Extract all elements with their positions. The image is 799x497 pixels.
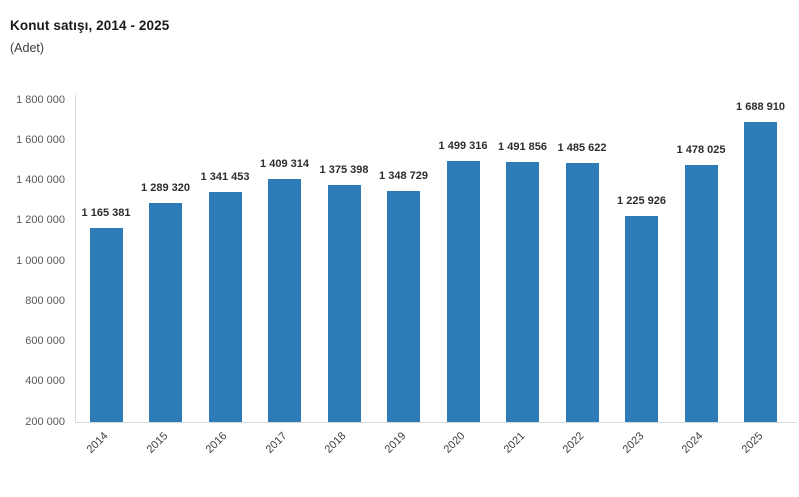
y-axis-tick-label: 400 000	[25, 375, 65, 388]
bar-2020[interactable]	[446, 160, 480, 422]
y-axis-tick-label: 800 000	[25, 294, 65, 307]
bar-2019[interactable]	[387, 190, 420, 422]
y-axis-tick-label: 1 800 000	[16, 93, 65, 106]
x-axis-tick-label: 2018	[322, 430, 349, 456]
bar-value-label: 1 485 622	[557, 142, 607, 155]
y-axis-tick-label: 200 000	[25, 415, 65, 428]
x-axis-tick-label: 2022	[560, 430, 587, 456]
chart-subtitle: (Adet)	[10, 41, 45, 55]
x-axis-tick-label: 2016	[203, 430, 230, 456]
x-axis-tick-label: 2025	[739, 430, 765, 456]
bar-2023[interactable]	[625, 215, 658, 422]
x-axis-tick-label: 2023	[620, 430, 646, 456]
x-axis-line	[75, 422, 797, 423]
y-axis-tick-label: 600 000	[25, 335, 65, 347]
bar-value-label: 1 341 453	[200, 171, 250, 184]
bar-value-label: 1 688 910	[736, 101, 785, 114]
x-axis-tick-label: 2017	[263, 430, 289, 456]
y-axis-tick-label: 1 600 000	[16, 133, 65, 146]
y-axis-tick-label: 1 400 000	[16, 174, 65, 186]
y-axis-line	[75, 95, 76, 422]
y-axis-tick-label: 1 200 000	[16, 214, 65, 227]
x-axis-tick-label: 2020	[441, 430, 468, 456]
bar-value-label: 1 165 381	[81, 206, 131, 219]
chart-title: Konut satışı, 2014 - 2025	[10, 18, 170, 33]
bar-value-label: 1 348 729	[379, 169, 428, 182]
bar-2018[interactable]	[327, 185, 361, 422]
bar-2015[interactable]	[149, 202, 182, 422]
bar-2025[interactable]	[744, 122, 777, 422]
bar-2014[interactable]	[89, 227, 123, 422]
bar-2022[interactable]	[565, 163, 599, 422]
x-axis-tick-label: 2014	[84, 430, 111, 456]
x-axis-tick-label: 2021	[501, 430, 527, 456]
bar-2021[interactable]	[506, 162, 539, 422]
bar-value-label: 1 491 856	[498, 141, 547, 153]
bar-2016[interactable]	[208, 192, 242, 422]
bar-2017[interactable]	[268, 178, 301, 422]
y-axis-tick-label: 1 000 000	[16, 254, 65, 267]
bar-value-label: 1 289 320	[141, 181, 190, 194]
x-axis-tick-label: 2019	[382, 430, 408, 456]
bar-value-label: 1 375 398	[319, 164, 369, 177]
x-axis-tick-label: 2024	[679, 430, 706, 456]
bar-value-label: 1 409 314	[260, 157, 309, 170]
bar-value-label: 1 225 926	[617, 194, 666, 207]
bar-2024[interactable]	[684, 164, 718, 422]
x-axis-tick-label: 2015	[144, 430, 170, 456]
bar-value-label: 1 478 025	[676, 143, 726, 156]
bar-value-label: 1 499 316	[438, 139, 488, 152]
